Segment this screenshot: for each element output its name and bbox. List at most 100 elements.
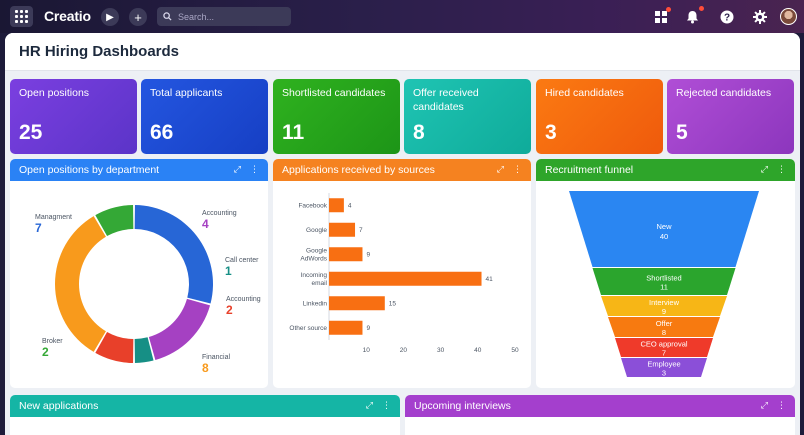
card-open-positions-by-department: Open positions by department ⤢ ⋮ Managmen… bbox=[10, 159, 268, 388]
kpi-offer-received-candidates[interactable]: Offer received candidates 8 bbox=[404, 79, 531, 154]
svg-text:?: ? bbox=[723, 12, 729, 23]
bar-category-label: Incoming bbox=[301, 272, 328, 279]
donut-slice bbox=[148, 298, 211, 361]
kpi-label: Shortlisted candidates bbox=[282, 87, 386, 99]
more-options-icon[interactable]: ⋮ bbox=[382, 400, 391, 410]
kpi-label: Hired candidates bbox=[545, 87, 624, 99]
kpi-value: 11 bbox=[282, 121, 305, 144]
x-tick-label: 50 bbox=[511, 347, 519, 354]
slice-value: 7 bbox=[35, 221, 42, 235]
funnel-stage bbox=[601, 296, 727, 316]
more-options-icon[interactable]: ⋮ bbox=[250, 164, 259, 174]
kpi-shortlisted-candidates[interactable]: Shortlisted candidates 11 bbox=[273, 79, 400, 154]
bar bbox=[329, 247, 363, 262]
funnel-stage-label: Employee bbox=[647, 360, 680, 369]
expand-icon[interactable]: ⤢ bbox=[233, 164, 241, 174]
bar-value-label: 15 bbox=[389, 300, 397, 307]
expand-icon[interactable]: ⤢ bbox=[760, 164, 768, 174]
bar-category-label: Google bbox=[306, 227, 327, 234]
kpi-value: 66 bbox=[150, 121, 174, 144]
funnel-stage bbox=[621, 358, 707, 377]
bar bbox=[329, 320, 363, 335]
card-title: New applications bbox=[19, 400, 99, 412]
funnel-stage-value: 40 bbox=[660, 232, 668, 241]
bar-category-label: Other source bbox=[289, 325, 327, 332]
kpi-open-positions[interactable]: Open positions 25 bbox=[10, 79, 137, 154]
expand-icon[interactable]: ⤢ bbox=[365, 400, 373, 410]
top-bar: Creatio ▶ + ? bbox=[0, 0, 804, 33]
funnel-stage-value: 8 bbox=[662, 328, 666, 337]
funnel-stage bbox=[615, 338, 713, 357]
more-options-icon[interactable]: ⋮ bbox=[513, 164, 522, 174]
app-menu-icon[interactable] bbox=[10, 6, 33, 27]
card-title: Recruitment funnel bbox=[545, 164, 634, 176]
funnel-stage-label: Shortlisted bbox=[646, 274, 681, 283]
slice-label: Accounting bbox=[202, 210, 237, 217]
bar bbox=[329, 296, 385, 311]
app-logo: Creatio bbox=[44, 8, 91, 24]
bar bbox=[329, 198, 344, 213]
kpi-value: 8 bbox=[413, 121, 425, 144]
more-options-icon[interactable]: ⋮ bbox=[777, 400, 786, 410]
slice-value: 2 bbox=[42, 345, 49, 359]
search-icon bbox=[163, 12, 172, 21]
card-header: Recruitment funnel ⤢ ⋮ bbox=[536, 159, 795, 181]
kpi-value: 3 bbox=[545, 121, 557, 144]
bar-category-label: email bbox=[311, 280, 327, 287]
gear-icon[interactable] bbox=[752, 9, 767, 24]
x-tick-label: 10 bbox=[363, 347, 371, 354]
expand-icon[interactable]: ⤢ bbox=[496, 164, 504, 174]
donut-slice bbox=[95, 205, 134, 237]
card-title: Open positions by department bbox=[19, 164, 160, 176]
slice-label: Managment bbox=[35, 214, 72, 221]
kpi-rejected-candidates[interactable]: Rejected candidates 5 bbox=[667, 79, 794, 154]
apps-notification-dot bbox=[666, 7, 671, 12]
x-tick-label: 20 bbox=[400, 347, 408, 354]
more-options-icon[interactable]: ⋮ bbox=[777, 164, 786, 174]
bar-value-label: 7 bbox=[359, 227, 363, 234]
bar-category-label: Facebook bbox=[298, 202, 327, 209]
kpi-hired-candidates[interactable]: Hired candidates 3 bbox=[536, 79, 663, 154]
kpi-total-applicants[interactable]: Total applicants 66 bbox=[141, 79, 268, 154]
funnel-stage bbox=[592, 268, 736, 295]
avatar[interactable] bbox=[780, 8, 797, 25]
slice-label: Accounting bbox=[226, 296, 261, 303]
page-title: HR Hiring Dashboards bbox=[19, 43, 180, 60]
slice-value: 8 bbox=[202, 361, 209, 375]
card-header: New applications ⤢ ⋮ bbox=[10, 395, 400, 417]
kpi-label: Open positions bbox=[19, 87, 90, 99]
bar-value-label: 41 bbox=[486, 276, 494, 283]
kpi-label: Offer received candidates bbox=[413, 87, 479, 113]
bar bbox=[329, 271, 482, 286]
card-upcoming-interviews: Upcoming interviews ⤢ ⋮ bbox=[405, 395, 795, 435]
expand-icon[interactable]: ⤢ bbox=[760, 400, 768, 410]
card-new-applications: New applications ⤢ ⋮ bbox=[10, 395, 400, 435]
bell-notification-dot bbox=[699, 6, 704, 11]
bar-category-label: AdWords bbox=[300, 255, 327, 262]
card-title: Applications received by sources bbox=[282, 164, 435, 176]
apps-grid-icon[interactable] bbox=[653, 9, 668, 24]
dashboard-page: HR Hiring Dashboards Open positions 25 T… bbox=[5, 33, 800, 435]
run-process-button[interactable]: ▶ bbox=[101, 8, 119, 26]
funnel-stage-label: Interview bbox=[649, 298, 680, 307]
x-tick-label: 40 bbox=[474, 347, 482, 354]
donut-slice bbox=[54, 216, 106, 352]
donut-slice bbox=[134, 337, 154, 363]
help-icon[interactable]: ? bbox=[719, 9, 734, 24]
card-header: Open positions by department ⤢ ⋮ bbox=[10, 159, 268, 181]
funnel-stage-value: 7 bbox=[662, 349, 666, 358]
search-input[interactable] bbox=[178, 11, 278, 22]
bar-value-label: 9 bbox=[366, 251, 370, 258]
search-box[interactable] bbox=[157, 7, 291, 26]
donut-slice bbox=[95, 331, 134, 363]
funnel-stage bbox=[569, 191, 759, 267]
x-tick-label: 30 bbox=[437, 347, 445, 354]
slice-label: Broker bbox=[42, 338, 63, 345]
funnel-stage-label: CEO approval bbox=[640, 340, 687, 349]
bell-icon[interactable] bbox=[685, 9, 700, 24]
card-recruitment-funnel: Recruitment funnel ⤢ ⋮ New 40 Shortlisted 11… bbox=[536, 159, 795, 388]
add-button[interactable]: + bbox=[129, 8, 147, 26]
funnel-stage-label: New bbox=[656, 222, 672, 231]
